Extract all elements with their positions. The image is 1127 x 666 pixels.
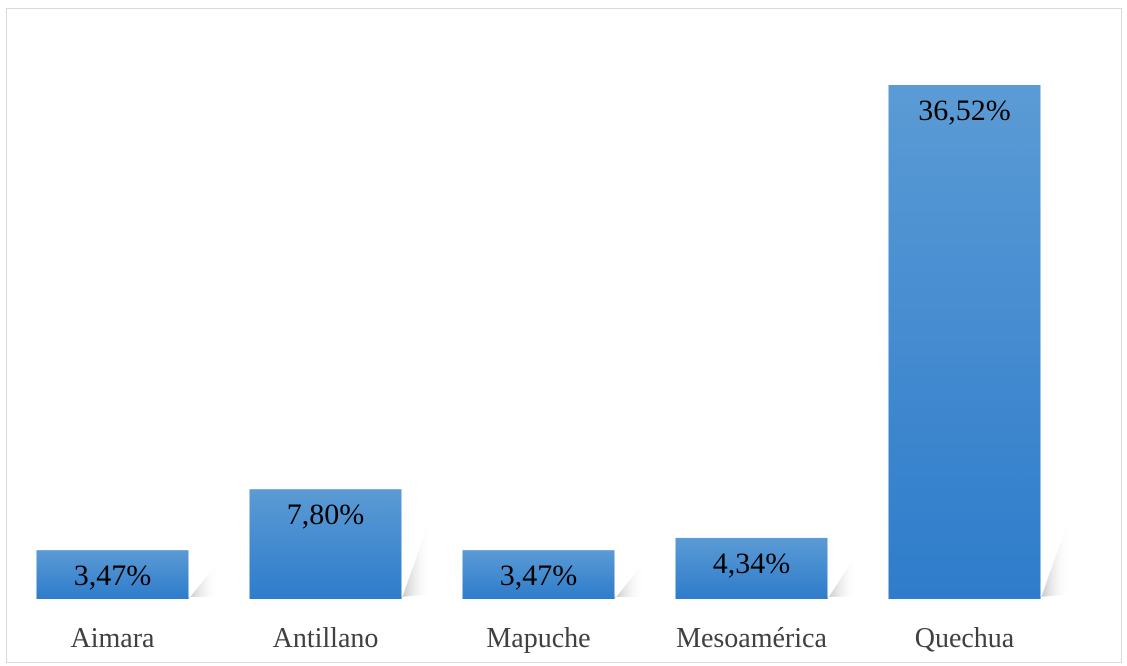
bar-shadow-aimara	[188, 561, 219, 599]
data-label-aimara: 3,47%	[74, 559, 152, 592]
category-label-mapuche: Mapuche	[486, 623, 590, 654]
data-label-mesoamerica: 4,34%	[713, 547, 791, 580]
bar-shadows	[188, 514, 1071, 599]
data-label-mapuche: 3,47%	[500, 559, 578, 592]
bar-mesoamerica	[675, 537, 828, 599]
data-labels: 3,47% 7,80% 3,47% 4,34% 36,52%	[74, 94, 1011, 592]
bar-shadow-mesoamerica	[827, 552, 858, 599]
bar-quechua	[888, 85, 1041, 599]
bar-antillano	[249, 489, 402, 599]
category-label-aimara: Aimara	[71, 623, 156, 654]
category-label-mesoamerica: Mesoamérica	[676, 623, 827, 654]
bar-aimara	[36, 550, 189, 599]
bar-shadow-quechua	[1040, 514, 1071, 599]
bar-shadow-mapuche	[614, 561, 645, 599]
category-label-quechua: Quechua	[915, 623, 1015, 654]
data-label-antillano: 7,80%	[287, 498, 365, 531]
data-label-quechua: 36,52%	[918, 94, 1011, 127]
bar-shadow-antillano	[401, 515, 432, 599]
category-label-antillano: Antillano	[273, 623, 379, 654]
category-labels: Aimara Antillano Mapuche Mesoamérica Quechua	[71, 623, 1015, 654]
bar-mapuche	[462, 550, 615, 599]
bars	[36, 85, 1041, 599]
